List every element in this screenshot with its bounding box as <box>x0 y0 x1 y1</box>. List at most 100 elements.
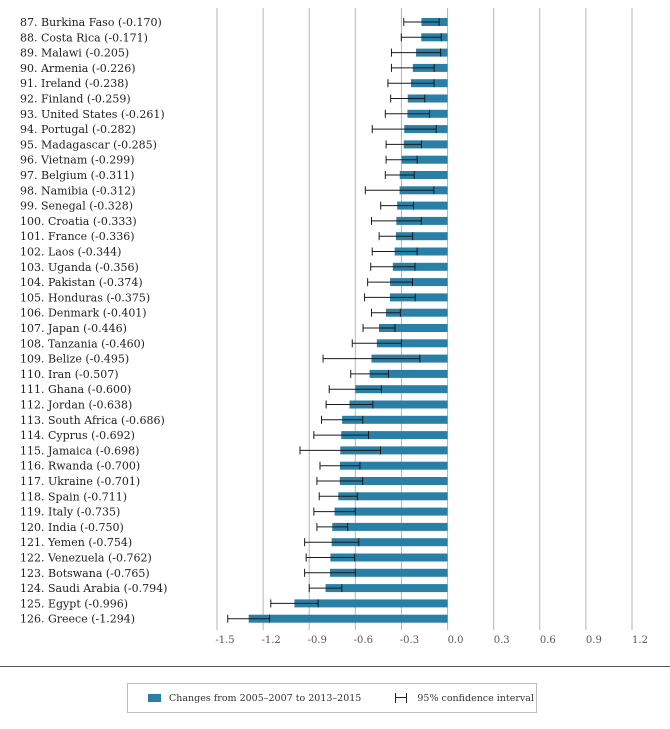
ci-whisker <box>364 293 416 302</box>
ci-whisker <box>308 584 343 593</box>
ci-whisker <box>367 278 414 287</box>
row-label: 115. Jamaica (-0.698) <box>20 444 139 457</box>
ci-whisker <box>370 216 422 225</box>
bar <box>339 477 448 485</box>
x-tick-label: -1.2 <box>261 635 280 646</box>
ci-whisker <box>227 614 271 623</box>
legend-ci-icon <box>395 693 408 703</box>
bar <box>342 415 448 424</box>
ci-whisker <box>384 171 415 179</box>
legend: Changes from 2005–2007 to 2013–2015 95% … <box>127 683 537 713</box>
bar <box>389 293 448 302</box>
bar <box>334 507 448 516</box>
ci-whisker <box>384 109 431 118</box>
ci-whisker <box>319 461 361 470</box>
ci-whisker <box>380 201 415 210</box>
row-label: 91. Ireland (-0.238) <box>20 77 129 90</box>
x-tick-label: -0.9 <box>308 635 327 646</box>
x-tick-label: 0.9 <box>586 635 602 646</box>
x-tick-label: -0.6 <box>354 635 373 646</box>
row-label: 121. Yemen (-0.754) <box>20 536 132 549</box>
legend-item-ci: 95% confidence interval <box>361 693 534 704</box>
row-label: 120. India (-0.750) <box>20 521 124 534</box>
row-label: 113. South Africa (-0.686) <box>20 414 165 427</box>
ci-whisker <box>316 477 364 485</box>
row-label: 122. Venezuela (-0.762) <box>20 552 152 565</box>
ci-whisker <box>371 247 418 256</box>
legend-bar-label: Changes from 2005–2007 to 2013–2015 <box>169 692 362 704</box>
ci-whisker <box>321 415 364 424</box>
row-label: 93. United States (-0.261) <box>20 108 165 121</box>
x-tick-label: 1.2 <box>632 635 648 646</box>
row-label: 111. Ghana (-0.600) <box>20 383 131 396</box>
ci-whisker <box>403 18 440 26</box>
bar <box>341 431 448 440</box>
row-label: 88. Costa Rica (-0.171) <box>20 31 148 44</box>
x-tick-label: 0.3 <box>494 635 510 646</box>
ci-whisker <box>385 155 418 164</box>
x-axis-tick-labels: -1.5 -1.2 -0.9 -0.6 -0.3 0.0 0.3 0.6 0.9 1.2 <box>215 635 648 646</box>
bar <box>331 538 448 547</box>
row-label: 104. Pakistan (-0.374) <box>20 276 143 289</box>
ci-whisker <box>313 507 356 516</box>
row-label: 89. Malawi (-0.205) <box>20 47 129 60</box>
ci-whisker <box>364 186 435 195</box>
row-label: 124. Saudi Arabia (-0.794) <box>20 582 167 595</box>
x-tick-label: 0.0 <box>448 635 464 646</box>
row-label: 92. Finland (-0.259) <box>20 93 131 106</box>
row-label: 110. Iran (-0.507) <box>20 368 119 381</box>
row-label: 123. Botswana (-0.765) <box>20 567 150 580</box>
row-label: 119. Italy (-0.735) <box>20 506 120 519</box>
bar <box>329 568 448 577</box>
ci-whisker <box>322 354 421 363</box>
row-label: 98. Namibia (-0.312) <box>20 184 136 197</box>
ci-whisker <box>351 339 402 348</box>
bar <box>401 155 448 164</box>
x-tick-label: -1.5 <box>215 635 234 646</box>
row-label: 109. Belize (-0.495) <box>20 353 129 366</box>
legend-ci-label: 95% confidence interval <box>417 692 534 704</box>
bar <box>325 584 448 593</box>
legend-bar-swatch <box>148 694 161 702</box>
ci-whisker <box>350 369 390 378</box>
bar <box>397 201 448 210</box>
ci-whisker <box>387 79 435 88</box>
row-labels: 87. Burkina Faso (-0.170) 88. Costa Rica … <box>20 16 167 626</box>
bar <box>376 339 448 348</box>
ci-whisker <box>371 125 437 134</box>
bar <box>330 553 448 562</box>
row-label: 114. Cyprus (-0.692) <box>20 429 135 442</box>
row-label: 94. Portugal (-0.282) <box>20 123 136 136</box>
row-label: 108. Tanzania (-0.460) <box>20 337 145 350</box>
ci-whisker <box>328 385 382 394</box>
row-label: 87. Burkina Faso (-0.170) <box>20 16 162 29</box>
ci-whisker <box>390 94 426 103</box>
row-label: 99. Senegal (-0.328) <box>20 200 133 213</box>
row-label: 90. Armenia (-0.226) <box>20 62 136 75</box>
ci-whisker <box>313 431 370 440</box>
bars <box>248 18 448 623</box>
ci-whisker <box>390 48 442 57</box>
row-label: 96. Vietnam (-0.299) <box>20 154 135 167</box>
bar <box>355 385 448 394</box>
row-label: 105. Honduras (-0.375) <box>20 291 150 304</box>
x-tick-label: 0.6 <box>540 635 556 646</box>
confidence-intervals <box>227 18 442 623</box>
bar <box>349 400 448 409</box>
legend-item-bars: Changes from 2005–2007 to 2013–2015 <box>128 693 361 704</box>
bar <box>340 446 448 455</box>
ci-whisker <box>318 492 358 501</box>
bar <box>379 324 448 332</box>
ci-whisker <box>400 33 442 42</box>
bar <box>332 522 448 531</box>
ci-whisker <box>370 308 401 317</box>
ci-whisker <box>370 262 416 271</box>
bar <box>248 614 448 623</box>
row-label: 97. Belgium (-0.311) <box>20 169 134 182</box>
ci-whisker <box>299 446 382 455</box>
ci-whisker <box>390 63 435 72</box>
bar <box>394 247 448 256</box>
row-label: 125. Egypt (-0.996) <box>20 597 128 610</box>
row-label: 117. Ukraine (-0.701) <box>20 475 140 488</box>
